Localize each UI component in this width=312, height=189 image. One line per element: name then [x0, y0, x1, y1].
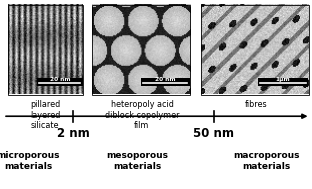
FancyBboxPatch shape: [258, 78, 308, 86]
Text: microporous
materials: microporous materials: [0, 151, 60, 171]
Text: 20 nm: 20 nm: [50, 77, 70, 82]
Text: fibres: fibres: [245, 100, 267, 109]
Text: 1μm: 1μm: [276, 77, 290, 82]
Text: mesoporous
materials: mesoporous materials: [106, 151, 168, 171]
Text: macroporous
materials: macroporous materials: [233, 151, 300, 171]
Text: heteropoly acid
diblock copolymer
film: heteropoly acid diblock copolymer film: [105, 100, 179, 130]
FancyBboxPatch shape: [37, 78, 83, 86]
Text: 2 nm: 2 nm: [57, 127, 90, 140]
Text: pillared
layered
silicate: pillared layered silicate: [30, 100, 61, 130]
Text: 20 nm: 20 nm: [155, 77, 176, 82]
Text: 50 nm: 50 nm: [193, 127, 234, 140]
FancyBboxPatch shape: [141, 78, 190, 86]
